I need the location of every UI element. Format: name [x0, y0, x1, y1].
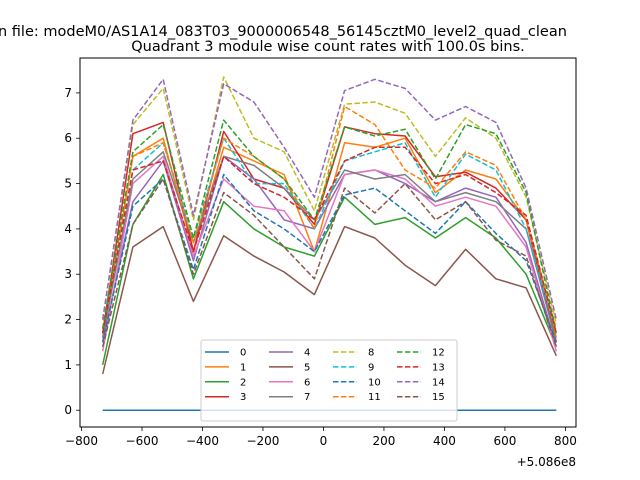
legend-label-4: 4 — [304, 348, 310, 359]
legend-label-9: 9 — [368, 362, 374, 373]
legend-label-14: 14 — [432, 377, 445, 388]
legend-label-8: 8 — [368, 348, 374, 359]
x-tick-label-6: 400 — [433, 434, 456, 448]
y-tick-label-4: 4 — [64, 222, 72, 236]
y-tick-label-1: 1 — [64, 358, 72, 372]
y-tick-label-0: 0 — [64, 403, 72, 417]
figure-suptitle: n file: modeM0/AS1A14_083T03_9000006548_… — [0, 24, 567, 40]
x-axis: −800 −600 −400 −200 0 200 400 600 800 — [65, 427, 577, 448]
legend-label-5: 5 — [304, 362, 310, 373]
y-tick-label-2: 2 — [64, 313, 72, 327]
y-tick-label-6: 6 — [64, 131, 72, 145]
legend-label-15: 15 — [432, 392, 445, 403]
legend-label-1: 1 — [240, 362, 246, 373]
x-tick-label-8: 800 — [554, 434, 577, 448]
x-tick-label-1: −600 — [126, 434, 159, 448]
legend-label-6: 6 — [304, 377, 310, 388]
y-tick-label-5: 5 — [64, 177, 72, 191]
series-line-8 — [101, 76, 558, 325]
chart-title: Quadrant 3 module wise count rates with … — [131, 39, 525, 55]
legend-label-12: 12 — [432, 348, 445, 359]
series-line-5 — [101, 225, 557, 375]
x-tick-label-3: −200 — [246, 434, 279, 448]
series-line-12 — [101, 119, 558, 334]
series-line-11 — [101, 105, 558, 329]
y-tick-label-3: 3 — [64, 267, 72, 281]
series-line-13 — [101, 146, 558, 334]
plot-series — [101, 76, 558, 411]
x-offset-label: +5.086e8 — [517, 455, 576, 469]
legend-label-0: 0 — [240, 348, 246, 359]
legend-label-3: 3 — [240, 392, 246, 403]
y-axis: 0 1 2 3 4 5 6 7 — [64, 86, 80, 417]
legend-label-13: 13 — [432, 362, 445, 373]
x-tick-label-2: −400 — [186, 434, 219, 448]
x-tick-label-4: 0 — [320, 434, 328, 448]
series-line-15 — [101, 178, 558, 348]
x-tick-label-7: 600 — [493, 434, 516, 448]
x-tick-label-0: −800 — [65, 434, 98, 448]
y-tick-label-7: 7 — [64, 86, 72, 100]
legend-label-2: 2 — [240, 377, 246, 388]
legend-label-7: 7 — [304, 392, 310, 403]
legend-label-10: 10 — [368, 377, 381, 388]
legend-box — [200, 339, 458, 422]
series-line-4 — [101, 155, 558, 348]
x-tick-label-5: 200 — [372, 434, 395, 448]
series-line-14 — [101, 78, 558, 320]
legend-label-11: 11 — [368, 392, 381, 403]
axes-frame — [79, 57, 577, 428]
